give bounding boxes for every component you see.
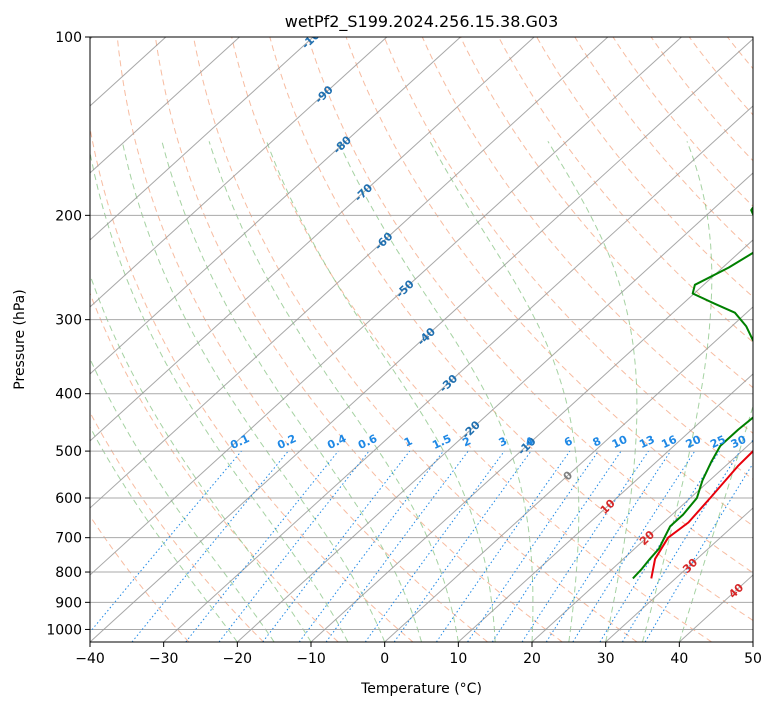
isotherm-line xyxy=(163,105,753,642)
y-tick-label: 400 xyxy=(55,387,82,403)
x-axis-title: Temperature (°C) xyxy=(360,681,482,697)
chart-title: wetPf2_S199.2024.256.15.38.G03 xyxy=(285,12,559,32)
x-tick-label: −10 xyxy=(296,651,326,667)
isotherm-line xyxy=(457,373,753,642)
temperature-profile xyxy=(650,449,753,579)
y-tick-label: 1000 xyxy=(46,622,82,638)
dry-adiabat-line xyxy=(383,37,753,480)
isotherm-line xyxy=(90,38,753,642)
mixing-ratio-line xyxy=(185,450,339,642)
y-tick-label: 800 xyxy=(55,565,82,581)
isotherm-line xyxy=(384,306,753,642)
mixing-ratio-line xyxy=(644,462,753,642)
dry-adiabat-line xyxy=(90,125,414,642)
dry-adiabat-line xyxy=(459,37,753,389)
y-axis: 100 200 300 400 500 600 700 800 900 1000 xyxy=(46,30,90,638)
y-tick-label: 300 xyxy=(55,313,82,329)
isotherm-gridlines xyxy=(90,37,753,642)
isotherm-line xyxy=(90,37,609,509)
mixing-ratio-line xyxy=(364,450,505,642)
isotherm-line xyxy=(310,239,753,642)
x-tick-label: 10 xyxy=(449,651,467,667)
isotherm-line xyxy=(90,37,314,241)
dry-adiabat-line xyxy=(345,37,753,527)
dry-adiabat-line xyxy=(498,37,753,343)
isotherm-line xyxy=(90,37,682,576)
y-tick-label: 200 xyxy=(55,208,82,224)
isotherm-line xyxy=(236,172,753,642)
mixing-ratio-line xyxy=(545,450,672,642)
isotherm-line xyxy=(531,440,753,642)
mixing-ratio-label: 10 xyxy=(610,433,630,451)
x-tick-label: −40 xyxy=(75,651,105,667)
mixing-ratio-label: 25 xyxy=(708,433,727,451)
x-tick-label: 40 xyxy=(670,651,688,667)
dry-adiabats xyxy=(90,37,753,642)
mixing-ratio-line xyxy=(393,450,532,642)
mixing-ratio-line xyxy=(90,450,242,633)
x-tick-label: −30 xyxy=(149,651,179,667)
mixing-ratio-line xyxy=(435,450,571,642)
sounding-profiles xyxy=(632,205,753,580)
mixing-ratio-line xyxy=(491,450,622,642)
y-tick-label: 900 xyxy=(55,595,82,611)
isobar-gridlines xyxy=(90,37,753,630)
dry-adiabat-line xyxy=(116,37,488,642)
y-tick-label: 500 xyxy=(55,444,82,460)
isotherm-line xyxy=(90,37,240,174)
x-tick-label: 0 xyxy=(380,651,389,667)
x-tick-label: 50 xyxy=(744,651,762,667)
y-tick-label: 600 xyxy=(55,491,82,507)
isotherm-line xyxy=(90,37,461,375)
isotherm-line xyxy=(90,37,535,442)
y-tick-label: 100 xyxy=(55,30,82,46)
x-tick-label: 20 xyxy=(523,651,541,667)
dry-adiabat-line xyxy=(307,37,753,574)
mixing-ratio-labels: 0.10.20.40.611.52346810131620253036 xyxy=(228,432,770,452)
y-tick-label: 700 xyxy=(55,531,82,547)
isotherm-line xyxy=(605,507,753,642)
mixing-ratio-label: 13 xyxy=(637,433,656,451)
mixing-ratio-label: 36 xyxy=(750,433,770,451)
mixing-ratio-line xyxy=(521,450,649,642)
x-axis: −40 −30 −20 −10 0 10 20 30 40 50 xyxy=(75,642,762,667)
mixing-ratio-label: 16 xyxy=(659,433,679,451)
mixing-ratio-line xyxy=(325,450,469,642)
x-tick-label: −20 xyxy=(223,651,253,667)
isotherm-line xyxy=(90,37,388,308)
x-tick-label: 30 xyxy=(597,651,615,667)
mixing-ratio-label: 30 xyxy=(729,433,749,451)
mixing-ratio-line xyxy=(572,450,696,642)
mixing-ratio-label: 20 xyxy=(684,433,704,451)
mixing-ratio-line xyxy=(298,450,444,642)
dewpoint-profile xyxy=(632,205,753,580)
y-axis-title: Pressure (hPa) xyxy=(12,289,28,389)
mixing-ratio-line xyxy=(131,450,289,642)
plot-frame xyxy=(89,36,754,643)
dry-adiabat-line xyxy=(231,37,712,642)
dry-adiabat-line xyxy=(421,37,753,434)
mixing-ratio-line xyxy=(467,450,599,642)
dry-adiabat-line xyxy=(90,411,264,642)
plot-area: -100-90-80-70-60-50-40-30-20-10010203040… xyxy=(90,37,770,642)
dry-adiabat-line xyxy=(192,37,638,642)
dry-adiabat-line xyxy=(154,37,563,642)
